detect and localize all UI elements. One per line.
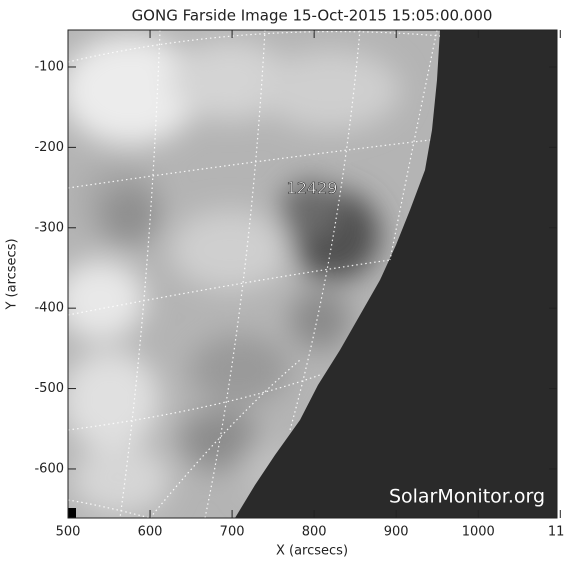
- annotation: 12429: [287, 179, 338, 198]
- plot-frame: [67, 29, 558, 519]
- solar-image: [68, 30, 557, 518]
- x-tick-label: 800: [302, 525, 327, 540]
- x-tick-label: 500: [56, 525, 81, 540]
- y-tick-label: -500: [34, 381, 64, 396]
- y-tick-label: -600: [34, 461, 64, 476]
- x-tick-label: 700: [220, 525, 245, 540]
- x-tick-label: 600: [138, 525, 163, 540]
- y-tick-label: -400: [34, 301, 64, 316]
- y-tick-label: -300: [34, 220, 64, 235]
- x-axis-label: X (arcsecs): [276, 544, 348, 559]
- x-tick-label: 110: [548, 525, 564, 540]
- y-tick-label: -100: [34, 59, 64, 74]
- x-tick-label: 900: [384, 525, 409, 540]
- chart-title: GONG Farside Image 15-Oct-2015 15:05:00.…: [132, 7, 493, 25]
- watermark: SolarMonitor.org: [389, 486, 545, 508]
- x-tick-label: 1000: [462, 525, 495, 540]
- y-axis-label: Y (arcsecs): [5, 238, 20, 310]
- y-tick-label: -200: [34, 140, 64, 155]
